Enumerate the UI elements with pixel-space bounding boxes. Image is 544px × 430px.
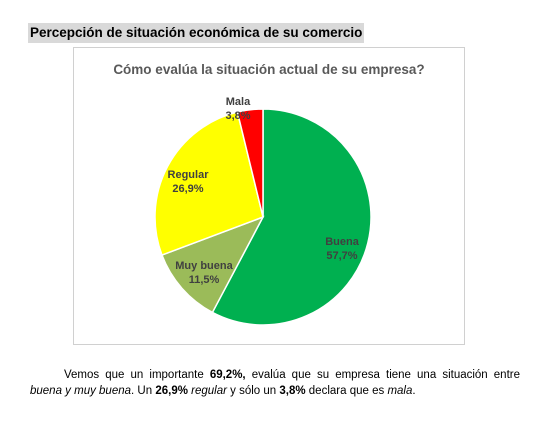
- slice-label-mala: Mala 3,8%: [225, 96, 251, 122]
- text-run: Vemos que un importante: [64, 369, 210, 381]
- pie-slice-buena: [211, 108, 372, 326]
- text-run-bold: 3,8%: [279, 385, 306, 397]
- slice-label-regular: Regular 26,9%: [168, 169, 210, 195]
- text-run: .: [412, 385, 416, 397]
- section-title: Percepción de situación económica de su …: [28, 23, 365, 43]
- text-run-italic: mala: [387, 385, 413, 397]
- summary-paragraph: Vemos que un importante 69,2%, evalúa qu…: [30, 367, 520, 399]
- pie-slice-mala: [236, 108, 264, 218]
- text-run-bold: 26,9%: [155, 385, 188, 397]
- text-run: y sólo un: [226, 385, 280, 397]
- slice-label-buena: Buena 57,7%: [325, 236, 360, 262]
- pie-slice-regular: [154, 111, 264, 257]
- text-run-bold: 69,2%,: [209, 369, 246, 381]
- text-run: evalúa que su empresa tiene una situació…: [245, 369, 520, 381]
- text-run: declara que es: [305, 385, 388, 397]
- chart-frame: Cómo evalúa la situación actual de su em…: [73, 47, 465, 345]
- text-run-italic: buena y muy buena: [30, 385, 132, 397]
- slice-label-muy-buena: Muy buena 11,5%: [175, 260, 233, 286]
- text-run: . Un: [131, 385, 156, 397]
- chart-title: Cómo evalúa la situación actual de su em…: [113, 62, 425, 77]
- pie-slice-muy-buena: [160, 215, 265, 314]
- pie-chart: Buena 57,7% Muy buena 11,5% Regular 26,9% Mala…: [154, 96, 372, 326]
- text-run-italic: regular: [191, 385, 227, 397]
